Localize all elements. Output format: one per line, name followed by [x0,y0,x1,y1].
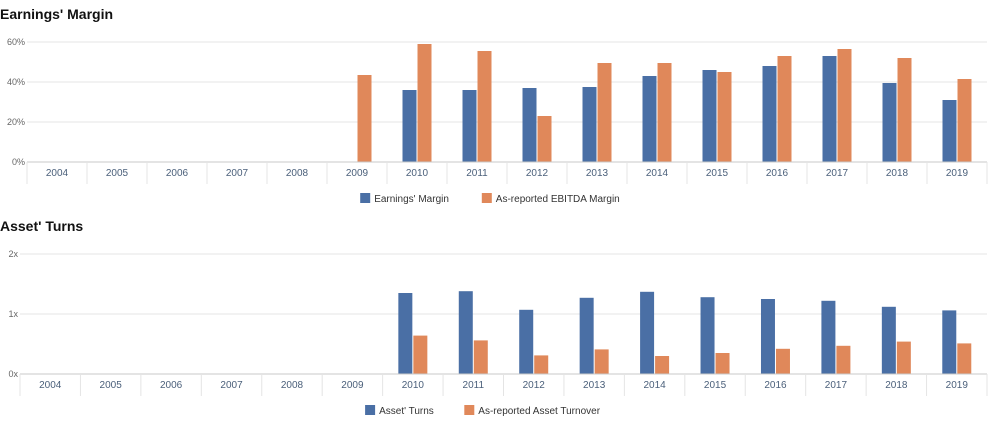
bar-series2-2011 [477,51,492,162]
x-tick-label: 2013 [586,168,609,179]
bar-series1-2017 [822,56,837,162]
bar-series2-2013 [597,63,612,162]
bar-series2-2014 [657,63,672,162]
bar-series1-2017 [821,300,836,374]
x-tick-label: 2019 [946,168,969,179]
x-tick-label: 2016 [766,168,789,179]
x-tick-label: 2019 [946,380,969,391]
bar-series2-2012 [534,355,549,374]
bar-series2-2017 [837,49,852,162]
y-tick-label: 60% [7,37,25,47]
bar-series2-2018 [896,341,911,374]
x-tick-label: 2004 [39,380,62,391]
x-tick-label: 2013 [583,380,606,391]
bar-series2-2015 [717,72,732,162]
x-tick-label: 2011 [466,168,488,179]
legend-swatch-series2 [481,193,492,203]
x-tick-label: 2011 [463,380,485,391]
legend-swatch-series1 [360,193,371,203]
x-tick-label: 2012 [526,168,549,179]
bar-series2-2011 [473,340,488,374]
y-tick-label: 0% [12,157,25,167]
y-tick-label: 40% [7,77,25,87]
legend-swatch-series1 [365,405,376,415]
x-tick-label: 2018 [886,168,909,179]
x-tick-label: 2008 [281,380,304,391]
legend-label-series1: Asset' Turns [379,406,434,417]
bar-series1-2018 [881,306,896,374]
bar-series2-2016 [777,56,792,162]
x-tick-label: 2015 [706,168,729,179]
bar-series2-2012 [537,116,552,162]
x-tick-label: 2006 [160,380,183,391]
bar-series2-2010 [413,335,428,374]
bar-series1-2014 [642,76,657,162]
x-tick-label: 2017 [826,168,849,179]
y-tick-label: 1x [8,309,18,319]
x-tick-label: 2004 [46,168,69,179]
bar-series1-2014 [640,291,655,374]
x-tick-label: 2007 [226,168,249,179]
bar-series1-2016 [762,66,777,162]
x-tick-label: 2014 [643,380,666,391]
bar-series1-2015 [700,297,715,374]
bar-series2-2018 [897,58,912,162]
x-tick-label: 2009 [346,168,369,179]
earnings-margin-chart-title: Earnings' Margin [0,6,114,22]
x-tick-label: 2005 [106,168,129,179]
earnings-margin-chart: 0% 20% 40% 60% 2004 2005 2006 2007 2008 2009 2010 2… [7,37,988,205]
bar-series2-2019 [957,79,972,162]
bar-series2-2010 [417,44,432,162]
x-tick-label: 2016 [764,380,787,391]
y-tick-label: 2x [8,249,18,259]
bar-series1-2011 [458,291,473,374]
bar-series1-2019 [942,310,957,374]
bar-series1-2012 [519,309,534,374]
x-tick-label: 2009 [341,380,364,391]
x-tick-label: 2005 [100,380,123,391]
x-tick-label: 2010 [406,168,429,179]
legend-label-series1: Earnings' Margin [374,194,449,205]
legend-label-series2: As-reported Asset Turnover [478,406,600,417]
bar-series1-2018 [882,83,897,162]
bar-series2-2009 [357,75,372,162]
bar-series2-2013 [594,349,609,374]
bar-series2-2014 [655,356,670,374]
y-tick-label: 0x [8,369,18,379]
x-tick-label: 2015 [704,380,727,391]
bar-series1-2013 [582,87,597,162]
x-tick-label: 2017 [825,380,848,391]
bar-series1-2012 [522,88,537,162]
x-tick-label: 2007 [220,380,243,391]
bar-series1-2019 [942,100,957,162]
asset-turns-chart: 0x 1x 2x 2004 2005 2006 2007 2008 2009 2010 2011 20… [8,249,988,417]
bar-series2-2019 [957,343,972,374]
bar-series1-2010 [402,90,417,162]
x-tick-label: 2012 [523,380,546,391]
bar-series2-2015 [715,353,730,374]
bar-series2-2017 [836,345,851,374]
bar-series1-2011 [462,90,477,162]
bar-series1-2013 [579,297,594,374]
x-tick-label: 2014 [646,168,669,179]
bar-series2-2016 [775,348,790,374]
x-tick-label: 2010 [402,380,425,391]
asset-turns-chart-title: Asset' Turns [0,218,84,234]
bar-series1-2016 [760,299,775,374]
x-tick-label: 2018 [885,380,908,391]
x-tick-label: 2006 [166,168,189,179]
bar-series1-2015 [702,70,717,162]
bar-series1-2010 [398,293,413,374]
x-tick-label: 2008 [286,168,309,179]
legend-label-series2: As-reported EBITDA Margin [496,194,620,205]
y-tick-label: 20% [7,117,25,127]
legend-swatch-series2 [464,405,475,415]
